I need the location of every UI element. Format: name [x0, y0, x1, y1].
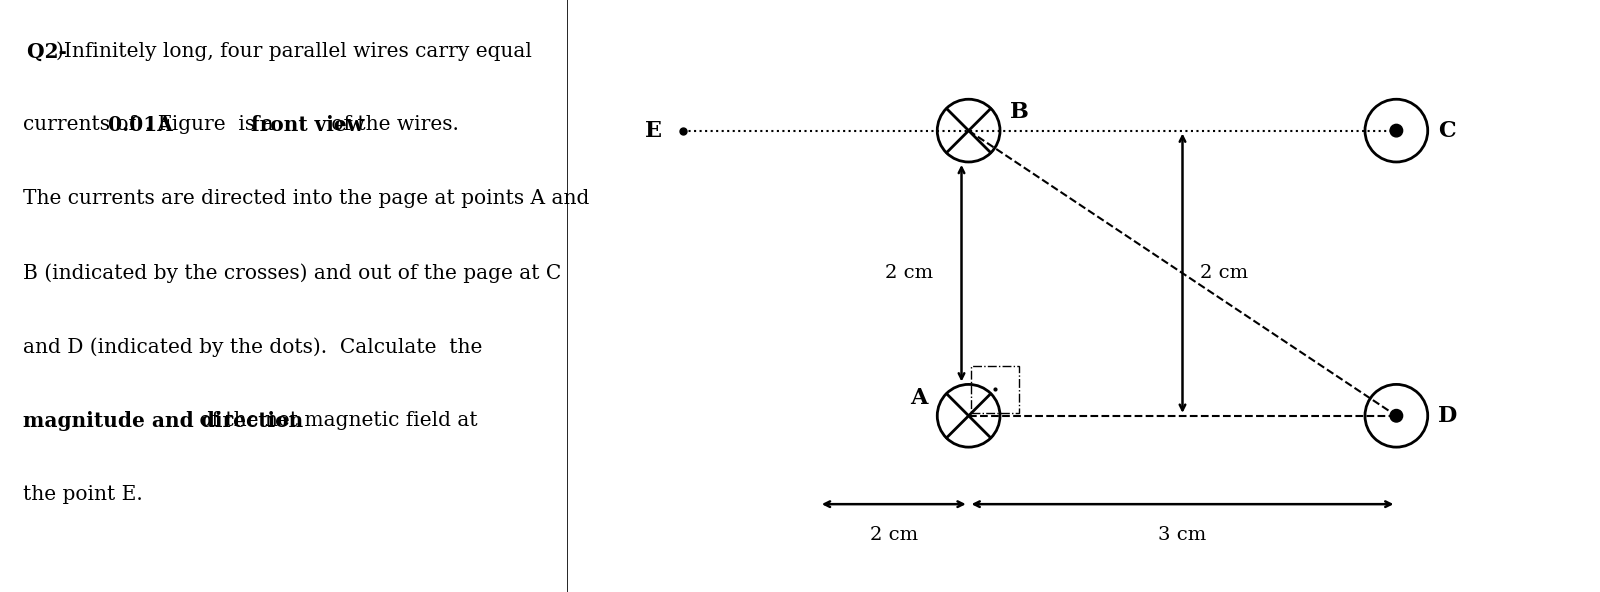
- Text: of the wires.: of the wires.: [325, 115, 459, 134]
- Text: magnitude and direction: magnitude and direction: [22, 411, 302, 432]
- Text: The currents are directed into the page at points A and: The currents are directed into the page …: [22, 189, 589, 208]
- Circle shape: [1390, 410, 1403, 422]
- Text: C: C: [1438, 120, 1456, 141]
- Text: Q2-: Q2-: [22, 41, 67, 62]
- Text: 2 cm: 2 cm: [885, 264, 933, 282]
- Text: 0.01A: 0.01A: [107, 115, 173, 136]
- Text: . Figure  is a: . Figure is a: [146, 115, 280, 134]
- Text: )Infinitely long, four parallel wires carry equal: )Infinitely long, four parallel wires ca…: [53, 41, 533, 61]
- Text: of the net magnetic field at: of the net magnetic field at: [192, 411, 477, 430]
- Text: currents of: currents of: [22, 115, 142, 134]
- Text: B: B: [1010, 101, 1029, 124]
- Text: B (indicated by the crosses) and out of the page at C: B (indicated by the crosses) and out of …: [22, 263, 562, 283]
- Circle shape: [1390, 124, 1403, 137]
- Text: 2 cm: 2 cm: [870, 526, 918, 543]
- Text: 3 cm: 3 cm: [1158, 526, 1206, 543]
- Text: the point E.: the point E.: [22, 485, 142, 504]
- Text: 2 cm: 2 cm: [1200, 264, 1248, 282]
- Text: front view: front view: [251, 115, 365, 136]
- Text: E: E: [645, 120, 662, 141]
- Bar: [971, 366, 1019, 413]
- Text: A: A: [910, 387, 928, 408]
- Text: and D (indicated by the dots).  Calculate  the: and D (indicated by the dots). Calculate…: [22, 337, 482, 357]
- Text: D: D: [1438, 405, 1458, 427]
